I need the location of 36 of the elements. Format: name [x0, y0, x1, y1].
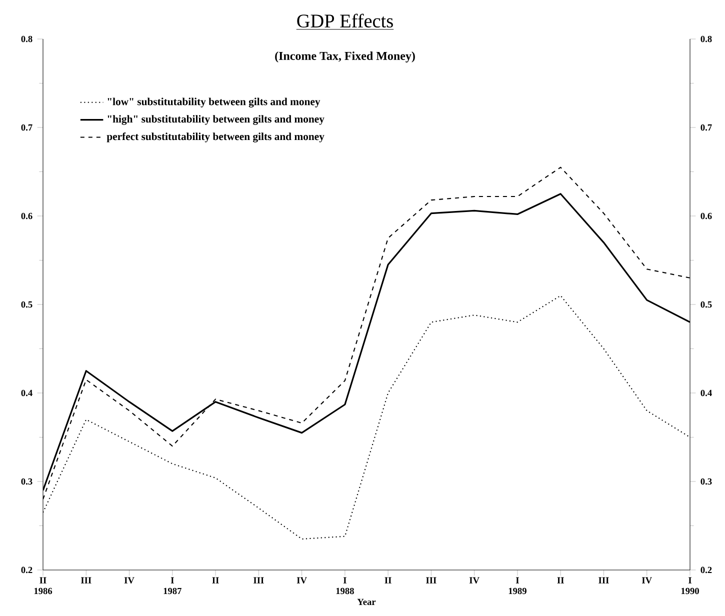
- x-tick-label: II: [212, 577, 219, 584]
- x-tick-label: II: [557, 577, 564, 584]
- x-tick-label: I 1987: [164, 577, 182, 594]
- x-tick-label: III: [254, 577, 264, 584]
- x-tick-label: IV: [124, 577, 134, 584]
- y-tick-label: 0.5: [21, 301, 32, 308]
- x-tick-label: I 1988: [336, 577, 354, 594]
- x-tick-label: IV: [469, 577, 480, 584]
- y-tick-label: 0.8: [21, 36, 32, 42]
- y2-tick-label: 0.6: [700, 212, 712, 220]
- legend-label: "low" substitutability between gilts and money: [108, 98, 320, 108]
- x-axis-title: Year: [357, 598, 376, 606]
- y2-tick-label: 0.3: [700, 478, 712, 485]
- y-tick-label: 0.4: [21, 390, 32, 396]
- y2-tick-label: 0.4: [700, 390, 712, 396]
- x-tick-label: I 1989: [508, 577, 526, 594]
- x-tick-label: II 1986: [34, 577, 52, 594]
- y2-tick-label: 0.8: [700, 36, 712, 42]
- y2-tick-label: 0.5: [700, 301, 712, 308]
- y2-tick-label: 0.2: [700, 566, 712, 574]
- y-tick-label: 0.6: [21, 212, 32, 220]
- x-tick-label: I 1990: [681, 577, 699, 594]
- x-tick-label: IV: [296, 577, 307, 584]
- chart-title: GDP Effects: [297, 14, 393, 28]
- x-tick-label: II: [384, 577, 392, 584]
- y2-tick-label: 0.7: [700, 124, 712, 131]
- legend-label: "high" substitutability between gilts and money: [108, 115, 324, 125]
- x-tick-label: III: [598, 577, 609, 584]
- x-tick-label: III: [426, 577, 436, 584]
- y-tick-label: 0.7: [21, 124, 32, 131]
- y-tick-label: 0.3: [21, 478, 32, 485]
- legend-label: perfect substitutability between gilts and money: [106, 132, 324, 142]
- text: (Income Tax, Fixed Money): [275, 52, 415, 62]
- x-tick-label: III: [81, 577, 92, 584]
- x-tick-label: IV: [642, 577, 652, 584]
- y-tick-label: 0.2: [21, 566, 32, 574]
